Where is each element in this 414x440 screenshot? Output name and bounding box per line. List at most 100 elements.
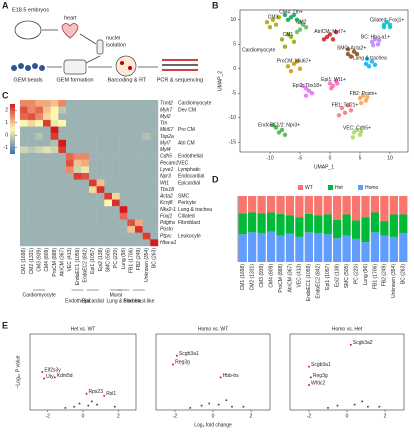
point (345, 51, 351, 57)
heatmap-cell (96, 119, 105, 127)
row-label: Foxj1 (160, 213, 172, 219)
heatmap-cell (135, 113, 143, 121)
row-label: Tnnt2 (160, 101, 173, 107)
point (324, 34, 330, 40)
row-group-label: Lung & trachea (178, 207, 212, 213)
heatmap-cell (73, 100, 82, 107)
heatmap-cell (127, 113, 136, 121)
heatmap-cell (119, 226, 128, 233)
point (264, 20, 270, 25)
heatmap-cell (35, 232, 44, 240)
heatmap-cell (35, 153, 44, 160)
bar-segment (276, 235, 285, 262)
bar-segment (389, 236, 398, 262)
heatmap-cell (81, 239, 90, 247)
heatmap-cell (96, 206, 105, 214)
point (219, 376, 222, 379)
point (276, 15, 282, 20)
bar-segment (276, 196, 285, 214)
bar-segment (285, 196, 295, 216)
y-tick-label: 0 (233, 66, 236, 72)
heatmap-cell (73, 226, 82, 233)
row-label: Hba-a1 (160, 240, 177, 246)
heatmap-cell (73, 173, 82, 180)
heatmap-cell (35, 226, 44, 233)
point (381, 24, 387, 30)
x-tick-label: 2 (117, 413, 120, 419)
row-group-label: Ciliated (178, 213, 195, 219)
heatmap-cell (58, 199, 67, 207)
heatmap-cell (119, 133, 128, 141)
heatmap-cell (150, 173, 159, 180)
point (354, 127, 360, 133)
point (172, 363, 175, 366)
heatmap-cell (73, 212, 82, 220)
heatmap-cell (127, 133, 136, 141)
heatmap-cell (112, 226, 120, 233)
point (87, 404, 90, 407)
heatmap-cell (73, 133, 82, 141)
point-label: Scgb3a2 (353, 340, 373, 346)
point (242, 405, 245, 408)
heatmap-cell (104, 226, 113, 233)
heatmap-cell (142, 232, 151, 240)
heatmap-cell (43, 232, 51, 240)
point (282, 12, 288, 18)
heatmap-cell (96, 173, 105, 180)
heatmap-cell (20, 206, 28, 214)
heatmap-cell (104, 139, 113, 147)
bar-segment (323, 214, 332, 235)
point (297, 20, 303, 25)
heatmap-cell (112, 139, 120, 147)
heatmap-cell (73, 119, 82, 127)
heatmap-cell (43, 186, 51, 194)
heatmap-cell (58, 232, 67, 240)
point (345, 103, 351, 108)
bar-segment (361, 217, 370, 243)
bar-segment (351, 238, 361, 262)
heatmap-cell (127, 146, 136, 154)
row-label: Cdh5 (160, 154, 172, 160)
heatmap-cell (50, 113, 59, 121)
heatmap-cell (66, 100, 74, 107)
heatmap-cell (96, 146, 105, 154)
heatmap-cell (50, 232, 59, 240)
point (359, 129, 364, 134)
point (365, 56, 370, 62)
column-label: Epi1 (1057) (90, 248, 96, 274)
heatmap-cell (150, 192, 159, 200)
x-tick-label: BC (263) (401, 264, 407, 284)
x-tick-label: EndoEC1 (1059) (306, 264, 312, 302)
heatmap-cell (43, 113, 51, 121)
point (288, 15, 294, 20)
column-label: FB1 (1706) (128, 248, 134, 273)
bar-segment (342, 235, 351, 262)
heatmap-cell (127, 219, 136, 227)
y-tick-label: -10 (229, 115, 236, 121)
heatmap-cell (27, 119, 36, 127)
panel-label: A (2, 0, 9, 10)
schematic-label: GEM beads (13, 77, 42, 83)
heatmap-cell (73, 113, 82, 121)
heatmap-cell (96, 100, 105, 107)
heatmap-cell (112, 100, 120, 107)
heatmap-cell (142, 126, 151, 134)
heatmap-cell (66, 226, 74, 233)
row-label: Mki67 (160, 127, 174, 133)
panel-label: D (212, 174, 219, 184)
point (217, 403, 220, 406)
cluster-label: CM3 (268, 15, 279, 21)
heatmap-cell (35, 106, 44, 114)
column-group-label: Endothelial (65, 298, 90, 304)
cluster-label: CM2 (296, 19, 307, 25)
heatmap-cell (43, 179, 51, 187)
heatmap-cell (43, 133, 51, 141)
bar-segment (238, 196, 247, 214)
bar-segment (389, 196, 398, 215)
point (282, 132, 288, 138)
x-tick-label: -2 (307, 413, 312, 419)
point (294, 29, 300, 35)
heatmap-cell (50, 133, 59, 141)
heatmap-cell (127, 212, 136, 220)
